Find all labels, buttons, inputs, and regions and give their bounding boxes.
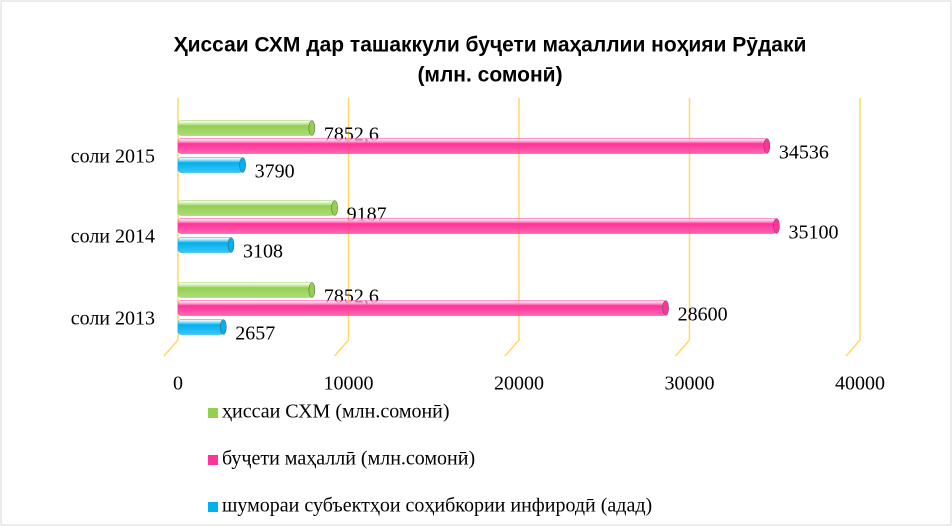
bar: [177, 200, 335, 216]
bar: [177, 218, 777, 234]
bar: [177, 120, 313, 136]
grid-line: [845, 98, 861, 357]
grid-line: [504, 98, 520, 357]
x-tick-label: 40000: [835, 373, 885, 395]
bar: [177, 157, 243, 173]
legend-label: шумораи субъектҳои соҳибкории инфиродӣ (…: [222, 495, 652, 517]
legend-label: буҷети маҳаллӣ (млн.сомонӣ): [222, 448, 475, 470]
y-tick-label: соли 2013: [71, 308, 155, 330]
grid-line: [163, 98, 179, 357]
bar-cap: [227, 237, 235, 253]
data-label: 34536: [779, 142, 829, 164]
grid-line: [674, 98, 691, 357]
data-label: 2657: [235, 323, 275, 345]
y-tick-label: соли 2014: [71, 226, 155, 248]
bar: [177, 237, 232, 253]
chart-title: (млн. сомонӣ): [417, 64, 562, 87]
bar-cap: [763, 138, 771, 154]
bar-cap: [773, 218, 780, 234]
x-tick-label: 0: [173, 373, 183, 395]
y-tick-label: соли 2015: [71, 146, 155, 168]
legend-swatch: [208, 502, 218, 512]
bar-cap: [308, 120, 316, 136]
legend-swatch: [208, 455, 218, 465]
bar-cap: [662, 300, 669, 316]
x-tick-label: 10000: [324, 373, 374, 395]
legend-label: ҳиссаи СХМ (млн.сомонӣ): [222, 401, 450, 423]
bar-cap: [239, 157, 246, 173]
bar: [177, 300, 666, 316]
data-label: 28600: [678, 304, 728, 326]
data-label: 3108: [243, 241, 283, 263]
bar: [177, 282, 313, 298]
legend-swatch: [208, 408, 218, 418]
bar: [177, 319, 224, 335]
x-tick-label: 20000: [494, 373, 544, 395]
grid-line: [333, 98, 350, 357]
chart-title: Ҳиссаи СХМ дар ташаккули буҷети маҳаллии…: [174, 34, 807, 57]
data-label: 3790: [255, 161, 295, 183]
bar-cap: [220, 319, 227, 335]
data-label: 35100: [788, 222, 838, 244]
bar-cap: [331, 200, 338, 216]
bar: [177, 138, 768, 154]
bar-cap: [308, 282, 316, 298]
x-tick-label: 30000: [665, 373, 715, 395]
